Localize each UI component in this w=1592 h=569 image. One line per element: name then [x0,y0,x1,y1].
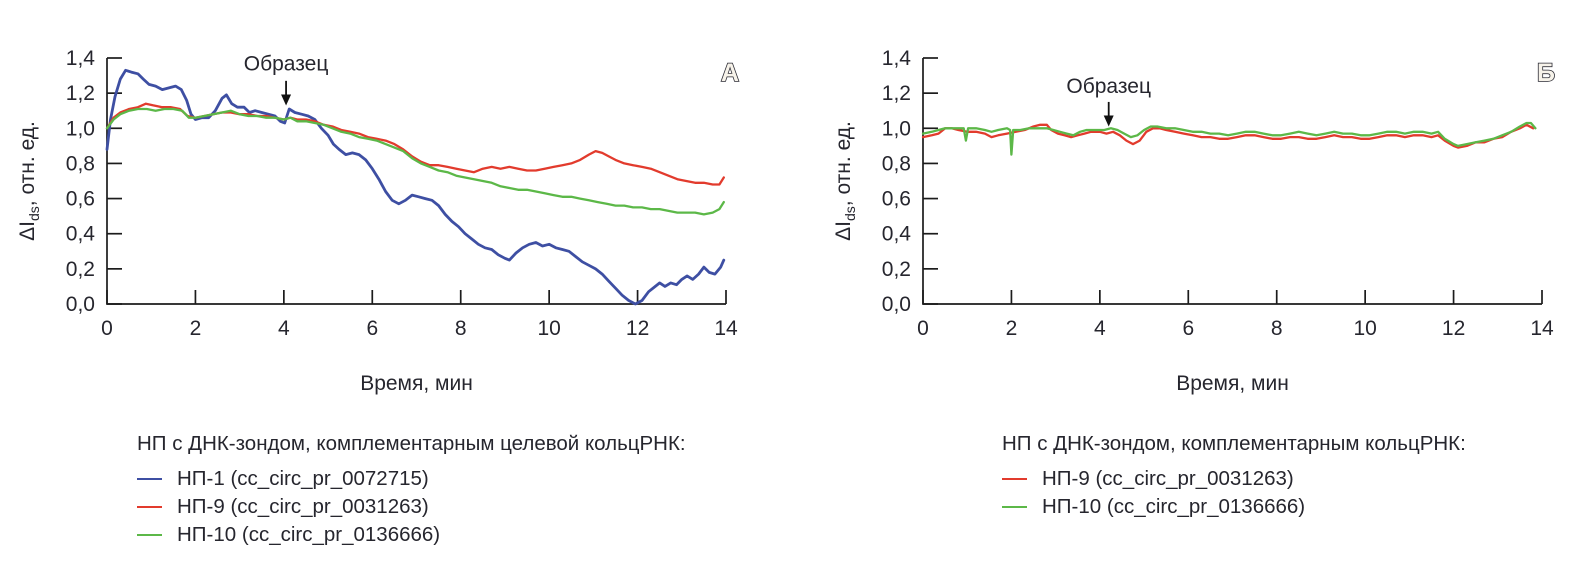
y-tick-label: 1,4 [882,47,912,70]
legend-row: НП-10 (cc_circ_pr_0136666) [1002,493,1466,521]
axis-lines [922,58,1542,305]
legend-dash-icon [137,477,162,481]
legend-label: НП-10 (cc_circ_pr_0136666) [1042,495,1306,518]
series-line [921,121,1537,156]
y-tick-label: 0,6 [66,188,95,211]
y-tick-label: 0,4 [882,223,912,246]
annotation-arrow-head [1103,115,1114,127]
axis-lines [106,58,726,305]
annotation-label: Образец [244,52,329,75]
line-chart-a: 0,0 0,2 0,4 0,6 0,8 1,0 1,2 1,4 0 2 4 6 8 10 12 14 ΔIds,… [16,47,740,395]
legend-dash-icon [1002,505,1027,509]
x-tick-label: 8 [455,317,467,340]
legend-label: НП-9 (cc_circ_pr_0031263) [177,495,429,518]
legend-row: НП-9 (cc_circ_pr_0031263) [1002,465,1466,493]
x-tick-label: 14 [1530,317,1554,340]
y-tick-label: 0,0 [66,293,95,316]
x-tick-label: 2 [190,317,202,340]
legend-label: НП-9 (cc_circ_pr_0031263) [1042,467,1294,490]
x-tick-label: 4 [1094,317,1106,340]
legend-title: НП с ДНК-зондом, комплементарным целевой… [137,432,686,455]
x-tick-label: 8 [1271,317,1283,340]
legend-items: НП-1 (cc_circ_pr_0072715) НП-9 (cc_circ_p… [137,465,686,549]
x-tick-label: 6 [1182,317,1194,340]
legend-title: НП с ДНК-зондом, комплементарным кольцРН… [1002,432,1466,455]
y-tick-label: 1,2 [882,82,911,105]
legend-label: НП-1 (cc_circ_pr_0072715) [177,467,429,490]
y-tick-label: 0,0 [882,293,911,316]
series-line [105,68,726,306]
chart-panel-b: 0,0 0,2 0,4 0,6 0,8 1,0 1,2 1,4 0 2 4 6 8 10 12 14 ΔIds,… [816,0,1592,569]
x-tick-label: 0 [917,317,929,340]
y-tick-label: 1,0 [66,117,95,140]
y-tick-label: 0,8 [66,152,95,175]
x-axis-title: Время, мин [1176,372,1289,395]
y-tick-label: 0,2 [66,258,95,281]
y-tick-label: 0,4 [66,223,96,246]
x-tick-label: 12 [626,317,649,340]
chart-panel-a: 0,0 0,2 0,4 0,6 0,8 1,0 1,2 1,4 0 2 4 6 8 10 12 14 ΔIds,… [16,47,740,549]
line-chart-b: 0,0 0,2 0,4 0,6 0,8 1,0 1,2 1,4 0 2 4 6 8 10 12 14 ΔIds,… [832,47,1556,395]
x-tick-label: 10 [537,317,560,340]
legend-label: НП-10 (cc_circ_pr_0136666) [177,523,441,546]
x-axis-title: Время, мин [360,372,473,395]
panel-label: Б [1537,59,1555,87]
annotation-arrow-head [281,94,292,106]
legend-row: НП-10 (cc_circ_pr_0136666) [137,521,686,549]
legend-dash-icon [137,505,162,509]
x-tick-label: 2 [1006,317,1018,340]
legend-dash-icon [1002,477,1027,481]
panel-label: А [721,59,739,87]
legend-dash-icon [137,533,162,537]
y-tick-label: 0,2 [882,258,911,281]
x-tick-label: 0 [101,317,113,340]
x-tick-label: 10 [1353,317,1376,340]
x-tick-label: 12 [1442,317,1465,340]
y-tick-label: 1,0 [882,117,911,140]
legend-row: НП-1 (cc_circ_pr_0072715) [137,465,686,493]
legend-items: НП-9 (cc_circ_pr_0031263) НП-10 (cc_circ_… [1002,465,1466,521]
x-tick-label: 4 [278,317,290,340]
x-tick-label: 14 [714,317,738,340]
y-tick-label: 0,8 [882,152,911,175]
y-axis-title: ΔIds, отн. ед. [832,121,858,241]
x-tick-label: 6 [366,317,378,340]
y-tick-label: 0,6 [882,188,911,211]
legend-a: НП с ДНК-зондом, комплементарным целевой… [137,431,686,549]
legend-b: НП с ДНК-зондом, комплементарным кольцРН… [1002,431,1466,521]
legend-row: НП-9 (cc_circ_pr_0031263) [137,493,686,521]
y-tick-label: 1,2 [66,82,95,105]
y-tick-label: 1,4 [66,47,96,70]
series-line [105,107,725,216]
y-axis-title: ΔIds, отн. ед. [16,121,42,241]
annotation-label: Образец [1066,75,1151,98]
